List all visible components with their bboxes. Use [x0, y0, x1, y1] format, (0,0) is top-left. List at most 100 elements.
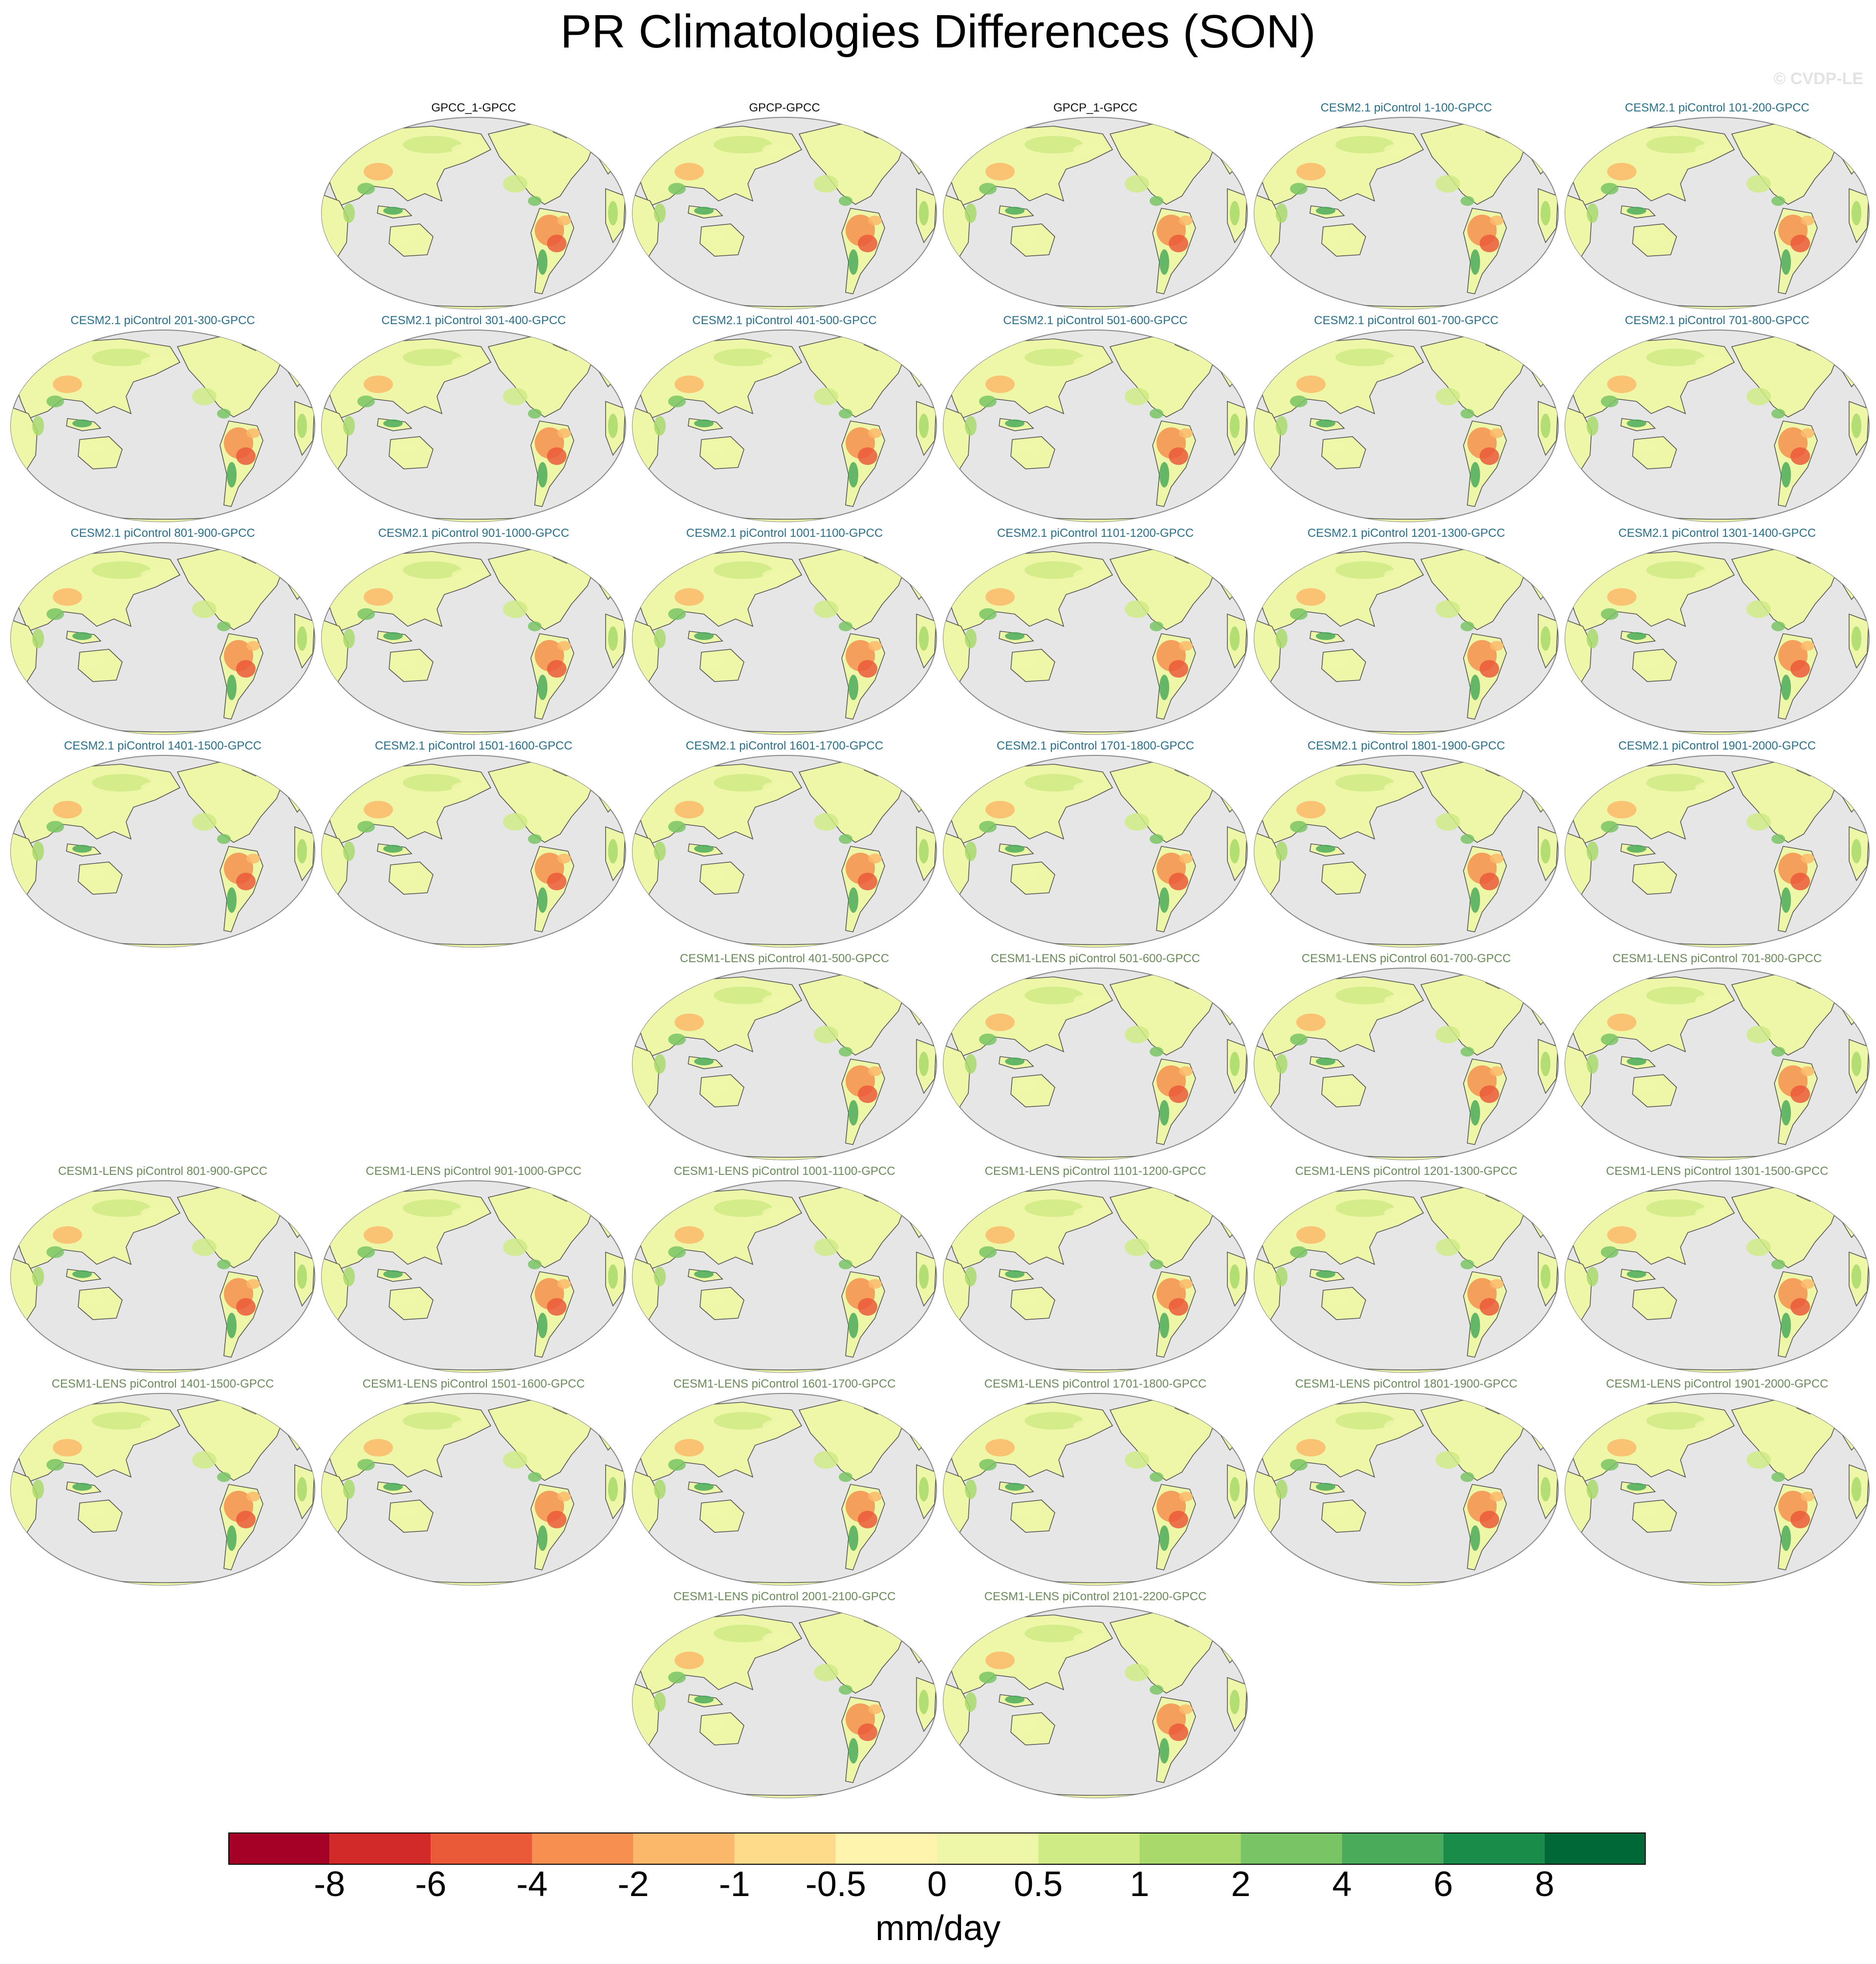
anomaly-patch — [965, 416, 977, 436]
panel-title: CESM1-LENS piControl 1301-1500-GPCC — [1606, 1165, 1829, 1178]
map-panel: CESM2.1 piControl 301-400-GPCC — [320, 313, 628, 524]
anomaly-patch — [868, 1704, 882, 1714]
anomaly-patch — [46, 1459, 64, 1471]
panel-title: CESM2.1 piControl 801-900-GPCC — [70, 527, 255, 540]
world-map — [943, 330, 1248, 522]
anomaly-patch — [1587, 629, 1598, 648]
map-panel: GPCC_1-GPCC — [320, 101, 628, 311]
anomaly-patch — [217, 1259, 231, 1269]
anomaly-patch — [452, 1420, 481, 1432]
panel-title: CESM1-LENS piControl 1701-1800-GPCC — [984, 1377, 1207, 1390]
anomaly-patch — [364, 1226, 393, 1244]
anomaly-patch — [1771, 621, 1785, 631]
anomaly-patch — [965, 1692, 977, 1712]
anomaly-patch — [694, 632, 714, 640]
anomaly-patch — [858, 1298, 877, 1316]
anomaly-patch — [814, 1238, 838, 1256]
anomaly-patch — [1541, 626, 1550, 651]
anomaly-patch — [1335, 349, 1394, 366]
anomaly-patch — [1771, 834, 1785, 844]
anomaly-patch — [1634, 866, 1658, 880]
world-map — [1565, 755, 1870, 948]
anomaly-patch — [32, 1479, 44, 1499]
anomaly-patch — [391, 654, 415, 667]
anomaly-patch — [1150, 1685, 1163, 1695]
world-map — [943, 117, 1248, 309]
anomaly-patch — [1646, 136, 1705, 154]
anomaly-patch — [1159, 675, 1169, 700]
map-panel: CESM1-LENS piControl 901-1000-GPCC — [320, 1164, 628, 1374]
anomaly-patch — [1179, 641, 1193, 651]
map-panel: CESM1-LENS piControl 801-900-GPCC — [9, 1164, 317, 1374]
panel-title: CESM1-LENS piControl 1001-1100-GPCC — [674, 1165, 895, 1178]
colorbar-tick-label: 6 — [1433, 1865, 1453, 1904]
anomaly-patch — [92, 561, 151, 579]
map-panel: CESM1-LENS piControl 1401-1500-GPCC — [9, 1377, 317, 1587]
anomaly-patch — [763, 144, 792, 155]
world-map — [1565, 542, 1870, 735]
anomaly-patch — [343, 629, 355, 648]
anomaly-patch — [383, 1483, 403, 1491]
panel-title: CESM2.1 piControl 1901-2000-GPCC — [1618, 739, 1816, 752]
map-panel: CESM2.1 piControl 201-300-GPCC — [9, 313, 317, 524]
panel-title: CESM2.1 piControl 901-1000-GPCC — [378, 527, 569, 540]
anomaly-patch — [1781, 249, 1791, 275]
anomaly-patch — [1179, 1279, 1193, 1289]
anomaly-patch — [1852, 414, 1861, 438]
anomaly-patch — [1012, 866, 1037, 880]
anomaly-patch — [364, 1439, 393, 1456]
anomaly-patch — [528, 621, 542, 631]
panel-title: CESM2.1 piControl 201-300-GPCC — [70, 314, 255, 327]
anomaly-patch — [1159, 1313, 1169, 1338]
anomaly-patch — [1852, 1477, 1861, 1501]
anomaly-patch — [675, 1439, 704, 1456]
anomaly-patch — [547, 1298, 567, 1316]
anomaly-patch — [1073, 1207, 1103, 1219]
anomaly-patch — [1335, 1199, 1394, 1217]
world-map — [321, 330, 626, 522]
anomaly-patch — [1790, 235, 1810, 252]
anomaly-patch — [965, 841, 977, 861]
colorbar-segment — [329, 1832, 431, 1865]
anomaly-patch — [763, 994, 792, 1006]
colorbar-segment — [1241, 1832, 1342, 1865]
anomaly-patch — [763, 569, 792, 581]
map-panel: CESM1-LENS piControl 2001-2100-GPCC — [631, 1589, 938, 1800]
anomaly-patch — [1125, 813, 1149, 831]
anomaly-patch — [383, 207, 403, 215]
anomaly-patch — [1852, 626, 1861, 651]
anomaly-patch — [1490, 1492, 1504, 1501]
map-panel: CESM1-LENS piControl 401-500-GPCC — [631, 951, 938, 1162]
world-map — [1565, 117, 1870, 309]
anomaly-patch — [246, 1279, 260, 1289]
anomaly-patch — [227, 675, 237, 700]
colorbar-tick-label: 0.5 — [1014, 1865, 1063, 1904]
anomaly-patch — [1790, 1298, 1810, 1316]
anomaly-patch — [1150, 621, 1163, 631]
anomaly-patch — [547, 1511, 567, 1528]
anomaly-patch — [1461, 621, 1474, 631]
anomaly-patch — [1005, 1270, 1025, 1278]
anomaly-patch — [1335, 561, 1394, 579]
anomaly-patch — [1436, 1238, 1460, 1256]
anomaly-patch — [694, 1483, 714, 1491]
anomaly-patch — [1169, 447, 1188, 465]
anomaly-patch — [1790, 1085, 1810, 1103]
anomaly-patch — [849, 1100, 858, 1125]
anomaly-patch — [1490, 428, 1504, 438]
map-panel: CESM1-LENS piControl 2101-2200-GPCC — [941, 1589, 1249, 1800]
panel-title: CESM2.1 piControl 1001-1100-GPCC — [686, 527, 883, 540]
anomaly-patch — [868, 1279, 882, 1289]
map-panel: CESM1-LENS piControl 501-600-GPCC — [941, 951, 1249, 1162]
anomaly-patch — [528, 409, 542, 419]
anomaly-patch — [246, 854, 260, 863]
anomaly-patch — [391, 228, 415, 242]
anomaly-patch — [343, 1479, 355, 1499]
anomaly-patch — [858, 660, 877, 678]
colorbar-segment — [1544, 1832, 1646, 1865]
anomaly-patch — [1601, 608, 1618, 620]
map-panel: CESM2.1 piControl 1601-1700-GPCC — [631, 739, 938, 949]
world-map — [632, 330, 937, 522]
anomaly-patch — [364, 163, 393, 180]
map-panel: CESM2.1 piControl 1201-1300-GPCC — [1252, 526, 1560, 736]
